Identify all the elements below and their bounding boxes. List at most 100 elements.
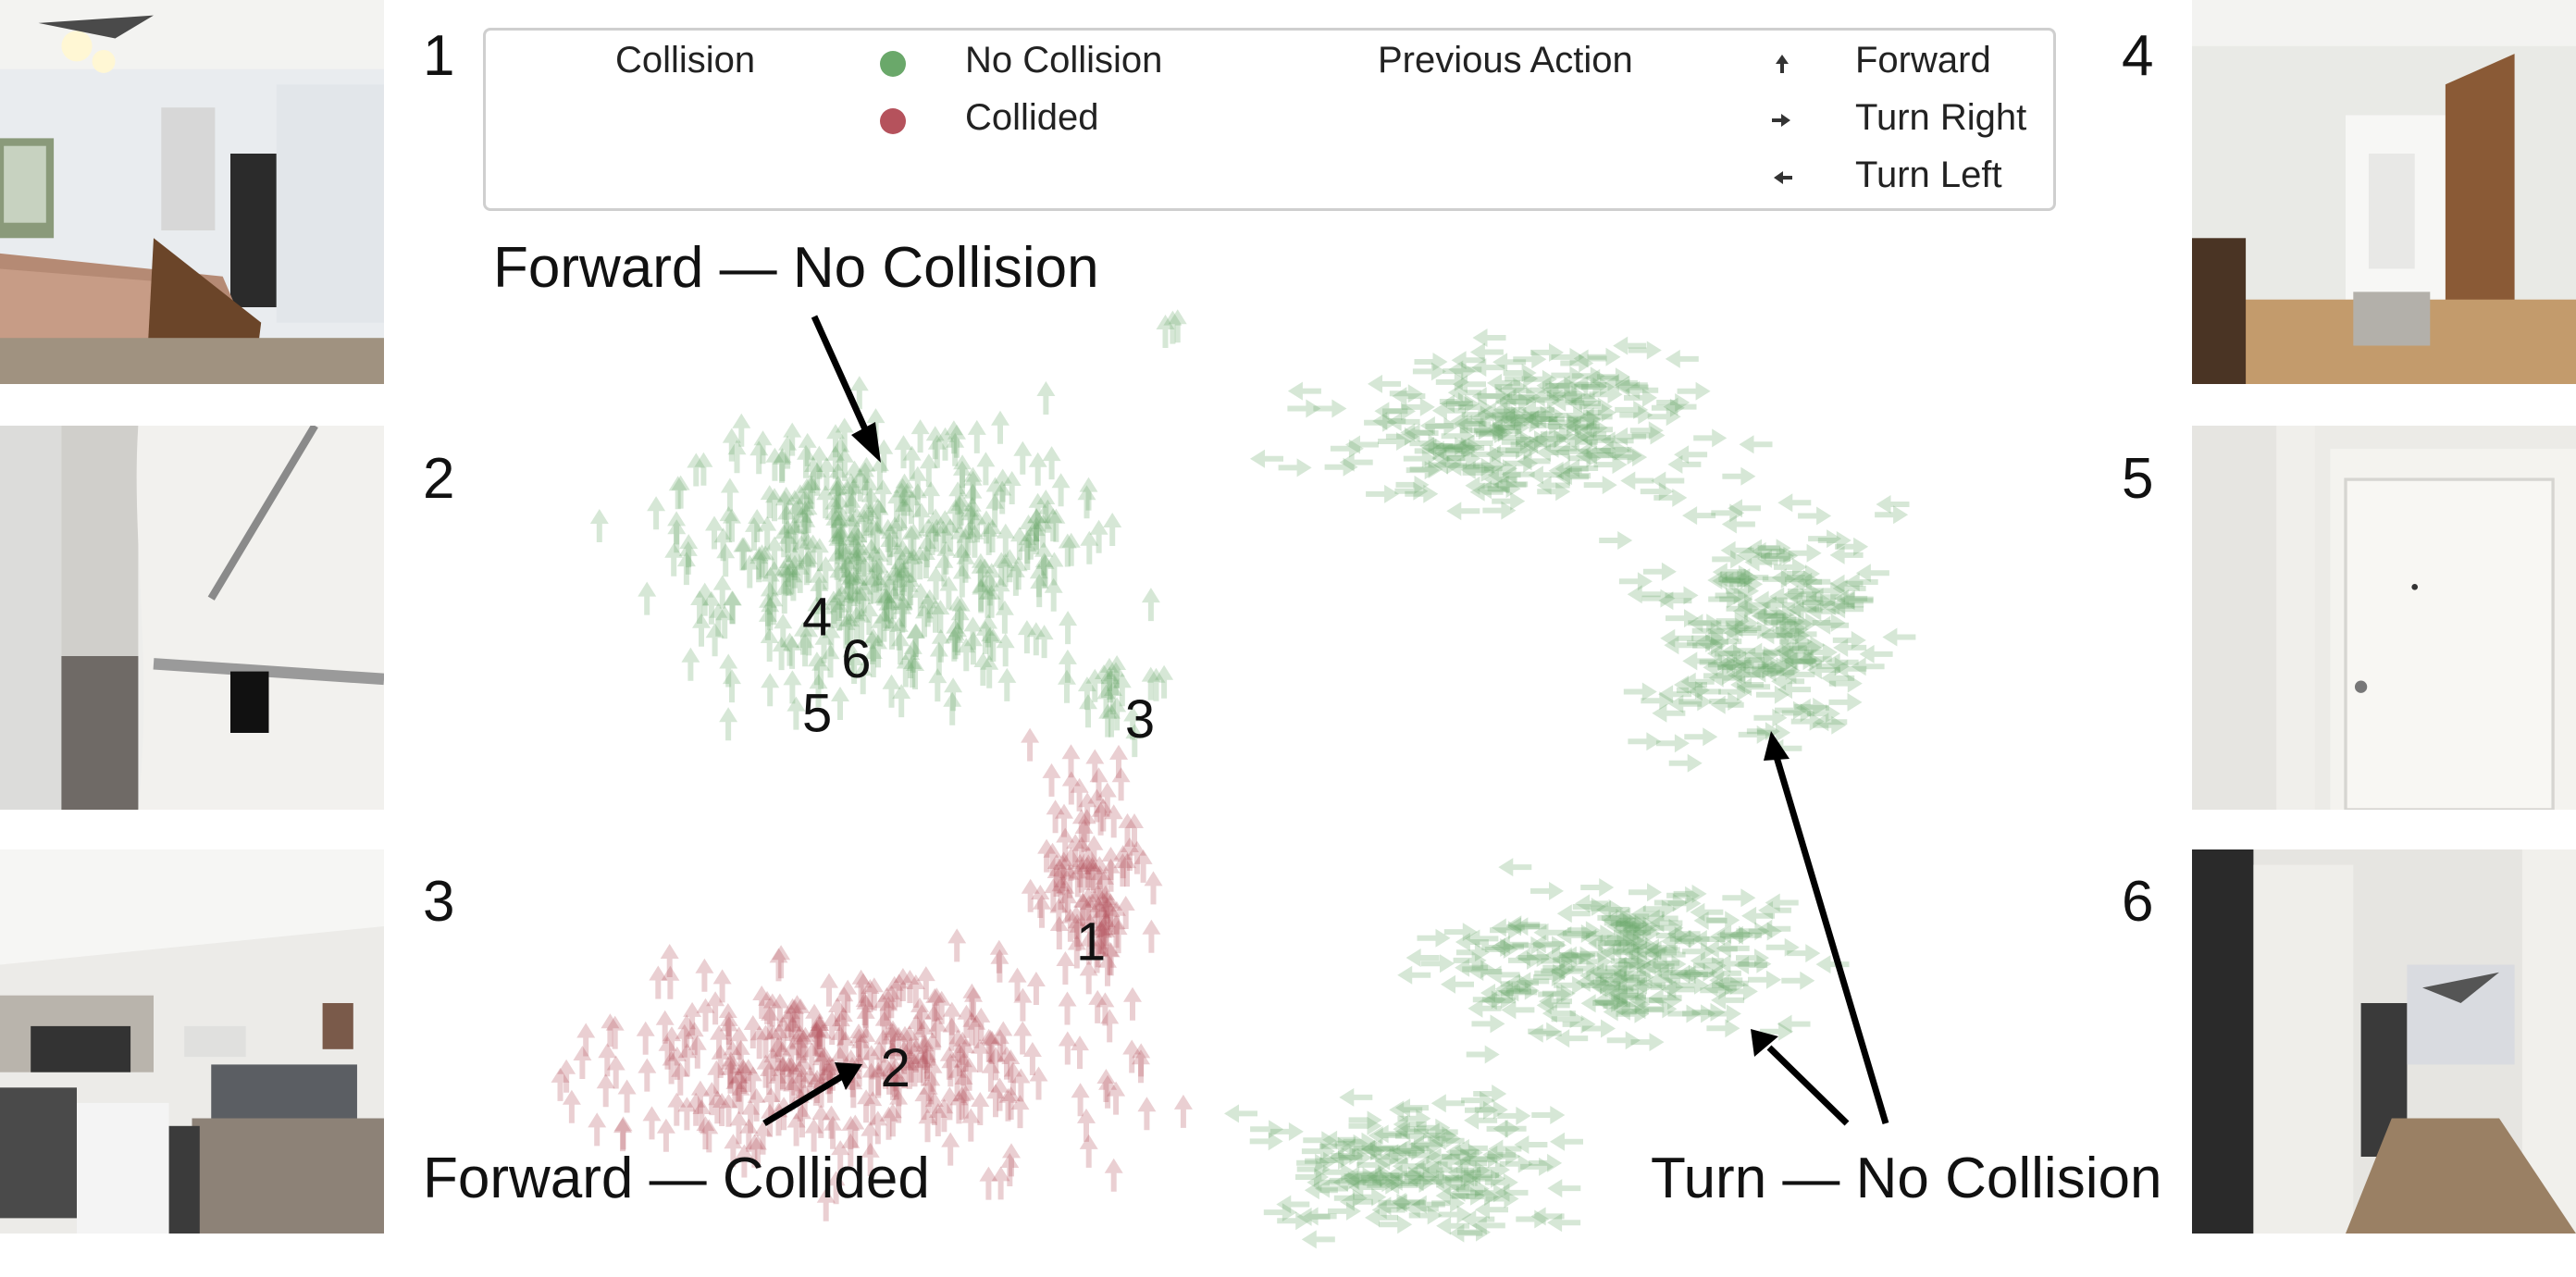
scatter-point [1071,836,1091,870]
scatter-point [829,513,848,547]
scatter-point [1641,691,1675,711]
scatter-point [861,1045,881,1079]
scatter-point [1301,1230,1335,1249]
scatter-point [956,527,975,562]
scatter-point [1506,915,1541,935]
scatter-point [810,1015,829,1049]
scatter-point [786,554,804,589]
scatter-point [834,1007,853,1041]
scatter-point [1055,803,1073,837]
scatter-point [1680,672,1715,691]
scatter-point [924,1004,944,1038]
scatter-point [1581,975,1615,995]
scatter-point [1163,310,1183,344]
scatter-point [1018,537,1037,570]
scatter-point [1436,1177,1470,1196]
scatter-point [838,611,857,645]
scatter-point [1411,1195,1445,1214]
scatter-point [1617,955,1652,974]
scatter-point [753,430,773,465]
scatter-point [828,478,848,513]
scatter-point [761,673,780,707]
scatter-point [1087,788,1107,823]
scatter-point [1443,440,1478,459]
scatter-point [1100,1009,1120,1043]
scatter-point [925,987,945,1022]
scatter-point [1682,506,1716,526]
scatter-point [1089,767,1108,801]
scatter-point [1575,446,1609,465]
scatter-point [919,1079,938,1113]
scatter-point [1067,905,1086,939]
scatter-point [712,969,732,1003]
scatter-point [1021,727,1040,762]
scatter-point [1553,950,1587,970]
scatter-point [1092,903,1111,937]
scatter-point [1751,663,1785,683]
arrowhead-forward-collided [835,1062,862,1090]
scatter-point [1616,914,1650,934]
scatter-point [1510,414,1544,433]
scatter-point [906,656,924,689]
scatter-point [1034,541,1053,576]
scatter-point [667,1092,687,1126]
scatter-point [1017,620,1036,654]
scatter-point [1389,384,1423,403]
scatter-point [874,1010,894,1045]
scatter-point [1615,400,1649,419]
scatter-point [1389,1100,1423,1120]
scatter-point [950,605,970,639]
scatter-point [985,493,1005,527]
scatter-point [910,997,929,1031]
scatter-point [901,572,921,606]
scatter-point [1474,422,1508,441]
scatter-point [1650,977,1684,997]
scatter-point [1343,1132,1377,1151]
scatter-point [790,1024,810,1059]
scatter-point [811,655,831,689]
scatter-point [1573,349,1607,368]
scatter-point [837,543,857,577]
scatter-point [819,1060,838,1095]
scatter-point [882,674,901,708]
scatter-point [796,1026,815,1060]
scatter-point [1653,488,1688,507]
scatter-point [1708,668,1742,688]
scatter-point [1453,375,1486,394]
scatter-point [979,521,998,555]
scatter-point [939,576,959,610]
scatter-point [1739,435,1773,454]
scatter-point [1378,432,1412,451]
scatter-point [863,644,883,677]
scatter-point [816,556,836,590]
scatter-point [946,618,965,652]
scatter-point [1541,951,1575,971]
scatter-point [1097,782,1117,816]
scatter-point [828,998,847,1031]
scatter-point [1561,387,1595,406]
scatter-point [605,1015,625,1049]
scatter-point [892,567,911,601]
scatter-point [1263,1203,1297,1222]
scatter-point [1027,516,1046,551]
scatter-point [1614,923,1647,942]
scatter-point [1442,1147,1476,1166]
scatter-point [1368,1126,1402,1145]
scatter-point [1839,591,1874,611]
scatter-point [1614,933,1648,952]
scatter-point [1447,383,1481,403]
scatter-point [1090,921,1109,955]
scatter-point [906,624,925,657]
scatter-point [948,595,967,629]
scatter-point [1706,1019,1740,1038]
legend-turn-right: Turn Right [1855,97,2027,138]
scatter-point [696,998,715,1032]
scatter-point [1541,961,1575,981]
scatter-point [675,1023,694,1058]
scatter-point [1460,460,1494,479]
scatter-point [1449,438,1483,457]
scatter-point [1556,925,1591,945]
scatter-point [828,475,848,509]
scatter-point [1707,1004,1741,1023]
